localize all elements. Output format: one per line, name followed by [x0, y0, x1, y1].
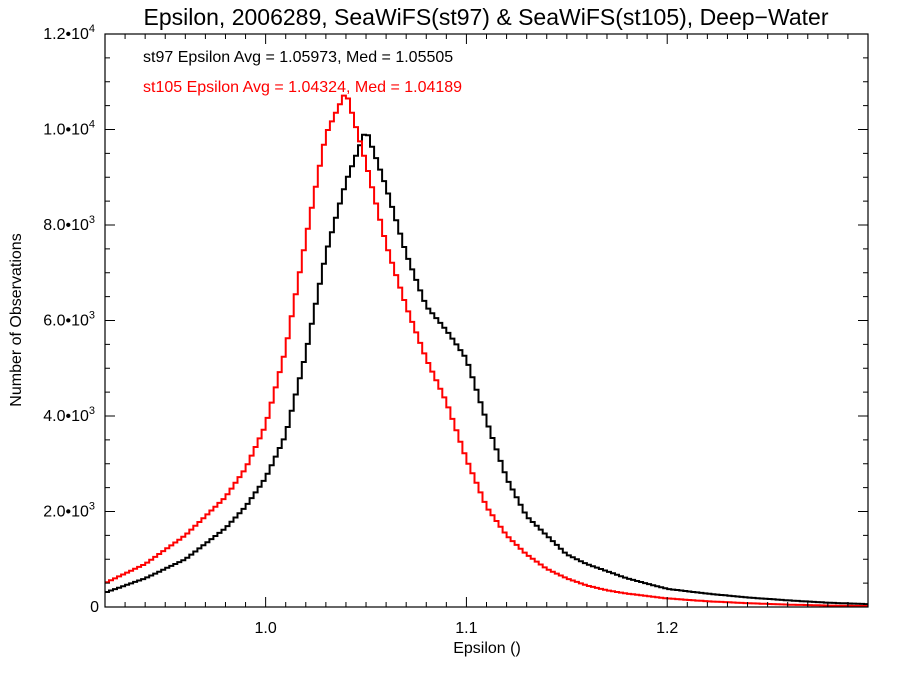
- annotation-st97: st97 Epsilon Avg = 1.05973, Med = 1.0550…: [143, 49, 453, 66]
- series-line-0: [105, 133, 868, 606]
- series-line-1: [105, 94, 868, 607]
- plot-area: 1.0 1.1 1.2 0 2.0•103 4.0•103 6.0•103 8.0•103 1.…: [43, 23, 869, 637]
- x-tick-label: 1.2: [656, 620, 678, 637]
- y-tick-label: 2.0•103: [43, 501, 95, 521]
- y-tick-label: 8.0•103: [43, 214, 95, 234]
- y-tick-label: 0: [90, 599, 99, 616]
- x-axis-label: Epsilon (): [453, 640, 521, 657]
- chart-title: Epsilon, 2006289, SeaWiFS(st97) & SeaWiF…: [144, 4, 829, 30]
- y-tick-label: 4.0•103: [43, 405, 95, 425]
- y-axis-label: Number of Observations: [8, 233, 25, 406]
- y-tick-label: 1.0•104: [43, 119, 95, 139]
- x-tick-label: 1.0: [255, 620, 277, 637]
- x-tick-label: 1.1: [455, 620, 477, 637]
- plot-frame: [104, 33, 869, 608]
- annotation-st105: st105 Epsilon Avg = 1.04324, Med = 1.041…: [143, 79, 462, 96]
- y-tick-label: 1.2•104: [43, 23, 95, 43]
- y-tick-label: 6.0•103: [43, 310, 95, 330]
